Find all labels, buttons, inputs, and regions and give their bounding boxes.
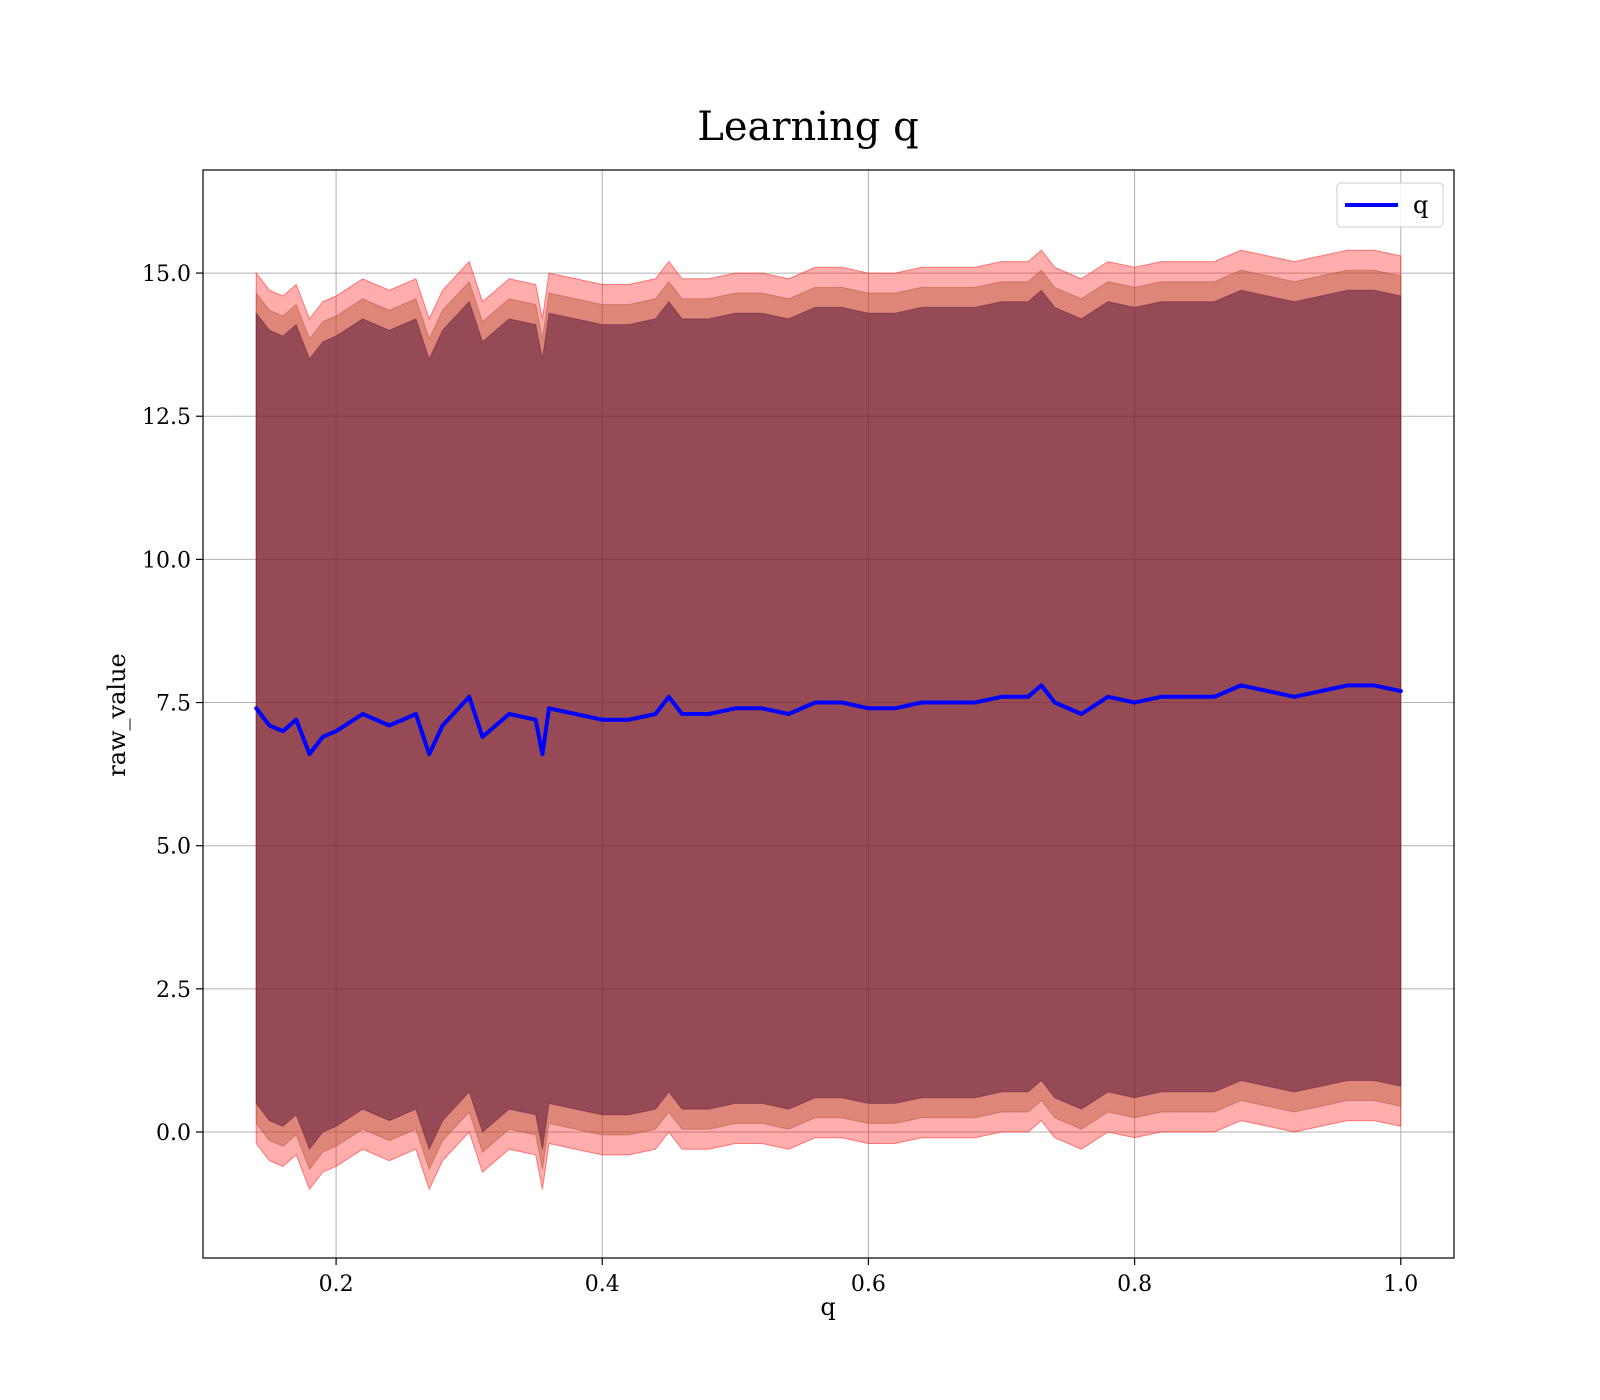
y-axis-ticks: 0.0 2.5 5.0 7.5 10.0 12.5 15.0 bbox=[142, 262, 203, 1146]
y-tick-label: 15.0 bbox=[142, 262, 191, 287]
legend-label-q: q bbox=[1413, 191, 1428, 219]
y-tick-label: 0.0 bbox=[156, 1121, 191, 1146]
legend: q bbox=[1336, 182, 1444, 228]
y-tick-label: 12.5 bbox=[142, 405, 191, 430]
band-inner-0 bbox=[255, 289, 1402, 1151]
plot-frame bbox=[202, 169, 1455, 1259]
chart-title: Learning q bbox=[697, 104, 918, 150]
x-tick-label: 0.4 bbox=[585, 1272, 620, 1297]
y-tick-label: 10.0 bbox=[142, 548, 191, 573]
x-tick-label: 0.8 bbox=[1117, 1272, 1152, 1297]
series-lines bbox=[254, 683, 1403, 757]
y-tick-label: 2.5 bbox=[156, 978, 191, 1003]
x-axis-ticks: 0.2 0.4 0.6 0.8 1.0 bbox=[319, 1258, 1418, 1297]
x-tick-label: 0.6 bbox=[851, 1272, 886, 1297]
y-tick-label: 5.0 bbox=[156, 835, 191, 860]
x-axis-label: q bbox=[820, 1293, 835, 1321]
y-tick-label: 7.5 bbox=[156, 692, 191, 717]
x-tick-label: 0.2 bbox=[319, 1272, 354, 1297]
x-tick-label: 1.0 bbox=[1383, 1272, 1418, 1297]
series-line-q bbox=[254, 683, 1403, 757]
y-axis-label: raw_value bbox=[103, 653, 131, 777]
confidence-bands bbox=[255, 249, 1402, 1191]
